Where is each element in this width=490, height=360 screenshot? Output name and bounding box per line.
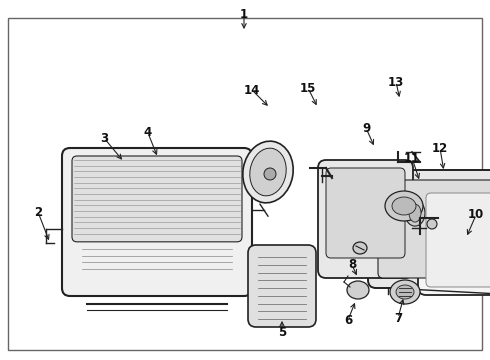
Ellipse shape — [385, 191, 423, 221]
FancyBboxPatch shape — [378, 180, 490, 278]
FancyBboxPatch shape — [426, 193, 490, 287]
Ellipse shape — [396, 285, 414, 299]
Text: 10: 10 — [468, 208, 484, 221]
Text: 3: 3 — [100, 131, 108, 144]
Text: 5: 5 — [278, 325, 286, 338]
FancyBboxPatch shape — [72, 156, 242, 242]
Text: 8: 8 — [348, 258, 356, 271]
Circle shape — [264, 168, 276, 180]
Text: 9: 9 — [362, 122, 370, 135]
Text: 15: 15 — [300, 81, 316, 94]
Circle shape — [427, 219, 437, 229]
FancyBboxPatch shape — [62, 148, 252, 296]
Text: 1: 1 — [240, 8, 248, 21]
Ellipse shape — [250, 148, 286, 196]
Text: 13: 13 — [388, 76, 404, 89]
FancyBboxPatch shape — [326, 168, 405, 258]
Text: 12: 12 — [432, 141, 448, 154]
Text: 4: 4 — [144, 126, 152, 139]
Ellipse shape — [353, 242, 367, 254]
Text: 11: 11 — [404, 152, 420, 165]
Ellipse shape — [390, 280, 420, 304]
FancyBboxPatch shape — [368, 170, 490, 288]
Text: 6: 6 — [344, 314, 352, 327]
Ellipse shape — [409, 204, 421, 222]
Ellipse shape — [243, 141, 293, 203]
FancyBboxPatch shape — [318, 160, 413, 278]
FancyBboxPatch shape — [418, 185, 490, 295]
FancyBboxPatch shape — [248, 245, 316, 327]
Ellipse shape — [405, 200, 425, 226]
Text: 7: 7 — [394, 311, 402, 324]
Text: 14: 14 — [244, 84, 260, 96]
Ellipse shape — [392, 197, 416, 215]
Ellipse shape — [347, 281, 369, 299]
Text: 2: 2 — [34, 206, 42, 219]
